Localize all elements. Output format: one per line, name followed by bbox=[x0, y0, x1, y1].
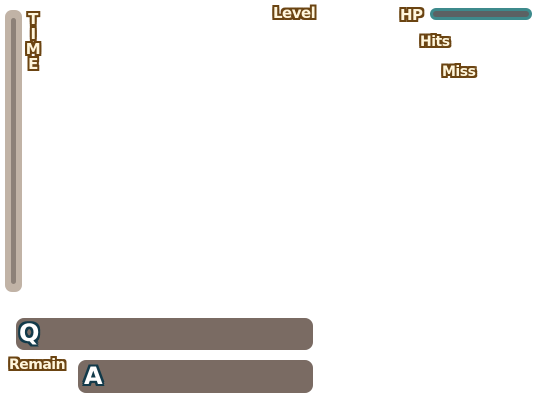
time-letter-i: I bbox=[30, 25, 36, 43]
hp-label: HP bbox=[400, 6, 423, 24]
level-label: Level bbox=[273, 4, 316, 22]
answer-panel[interactable]: A bbox=[78, 360, 313, 393]
time-letter-m: M bbox=[25, 40, 41, 58]
question-marker: Q bbox=[19, 319, 40, 347]
answer-marker: A bbox=[84, 362, 103, 390]
time-meter bbox=[5, 10, 22, 292]
question-panel: Q bbox=[16, 318, 313, 350]
hits-label: Hits bbox=[420, 34, 450, 50]
time-letter-e: E bbox=[28, 55, 38, 73]
remain-label: Remain bbox=[9, 357, 66, 373]
hp-bar-fill bbox=[433, 11, 529, 17]
miss-label: Miss bbox=[442, 64, 476, 80]
time-label: T I M E bbox=[25, 10, 41, 73]
time-meter-fill bbox=[11, 18, 16, 284]
time-letter-t: T bbox=[28, 10, 38, 28]
hp-bar bbox=[430, 8, 532, 20]
